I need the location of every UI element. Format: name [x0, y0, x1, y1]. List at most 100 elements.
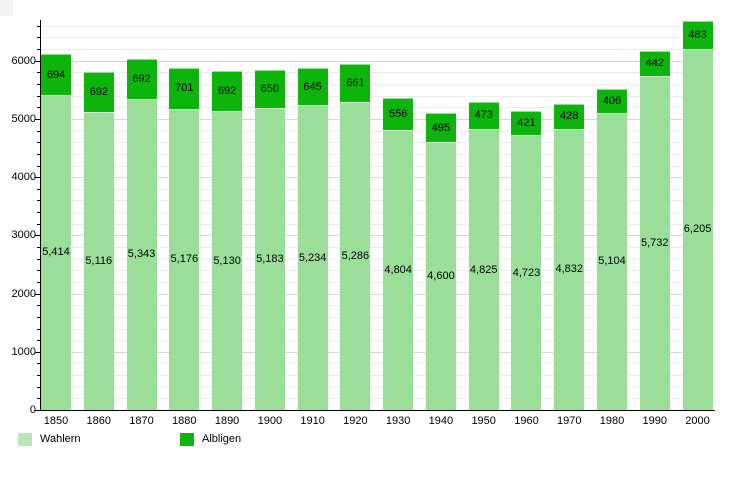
x-axis-label: 1920: [343, 415, 368, 427]
y-axis-tick-label: 2000: [11, 287, 36, 300]
bar-segment-albligen: [126, 58, 157, 99]
bar-segment-wahlern: [383, 130, 414, 410]
y-axis-minor-tick: [37, 247, 40, 248]
x-axis-label: 1950: [471, 415, 496, 427]
bar-value-label-albligen: 692: [217, 85, 237, 98]
y-axis-minor-tick: [37, 328, 40, 330]
corner-artifact: [0, 0, 13, 16]
chart-legend: Wahlern Albligen: [0, 430, 750, 450]
y-axis-minor-tick: [37, 37, 40, 39]
bar-value-label-albligen: 661: [346, 77, 365, 90]
y-grid-major: [41, 351, 713, 353]
y-grid-minor: [41, 328, 713, 330]
y-axis-minor-tick: [37, 165, 40, 167]
x-axis-label: 1900: [257, 415, 283, 427]
y-axis-tick-label: 5000: [11, 112, 36, 125]
y-grid-minor: [41, 281, 713, 283]
legend-swatch-albligen: [180, 433, 194, 446]
bar-segment-albligen: [383, 98, 414, 131]
y-grid-major: [41, 118, 713, 120]
y-axis-major-tick: [35, 177, 40, 179]
x-axis-label: 1940: [428, 415, 454, 427]
bar-value-label-wahlern: 5,414: [42, 246, 70, 259]
y-axis-major-tick: [35, 60, 40, 62]
bar-value-label-wahlern: 4,825: [469, 263, 498, 276]
bar-segment-albligen: [425, 113, 456, 143]
y-grid-minor: [41, 363, 713, 365]
bar-segment-albligen: [254, 70, 285, 109]
bar-value-label-wahlern: 4,723: [512, 266, 541, 279]
y-axis-minor-tick: [37, 212, 40, 214]
bar-value-label-albligen: 406: [602, 95, 622, 108]
y-axis-minor-tick: [37, 95, 40, 97]
y-grid-minor: [41, 72, 713, 74]
bar-segment-wahlern: [340, 102, 371, 410]
y-axis-tick-label: 6000: [11, 54, 36, 67]
y-grid-minor: [41, 49, 713, 51]
y-axis-minor-tick: [37, 72, 40, 74]
bar-value-label-albligen: 645: [303, 80, 322, 93]
bar-segment-albligen: [597, 89, 627, 113]
x-axis-label: 1980: [599, 415, 625, 427]
y-grid-minor: [41, 153, 713, 155]
bar-segment-albligen: [554, 103, 585, 129]
bar-segment-wahlern: [41, 94, 71, 410]
bar-segment-wahlern: [212, 111, 243, 410]
y-grid-minor: [41, 375, 713, 377]
y-axis-minor-tick: [37, 258, 40, 260]
bar-segment-wahlern: [254, 108, 285, 410]
y-axis-minor-tick: [37, 340, 40, 342]
y-axis-minor-tick: [37, 386, 40, 388]
y-axis-minor-tick: [37, 281, 40, 283]
bar-value-label-wahlern: 5,104: [598, 255, 626, 268]
y-axis-major-tick: [35, 118, 40, 120]
bar-value-label-wahlern: 5,286: [341, 250, 370, 263]
bar-segment-albligen: [511, 110, 542, 136]
y-axis-minor-tick: [37, 223, 40, 225]
bar-value-label-wahlern: 4,832: [555, 263, 583, 276]
y-axis-minor-tick: [37, 398, 40, 400]
bar-value-label-albligen: 701: [175, 82, 194, 95]
y-grid-minor: [41, 130, 713, 132]
y-grid-minor: [41, 247, 713, 248]
y-grid-minor: [41, 107, 713, 109]
bar-segment-albligen: [468, 101, 499, 130]
y-grid-major: [41, 235, 713, 237]
x-axis-label: 1880: [172, 415, 197, 427]
bar-value-label-albligen: 428: [560, 110, 579, 123]
bar-value-label-albligen: 483: [688, 28, 707, 41]
bar-segment-wahlern: [425, 142, 456, 410]
bar-value-label-wahlern: 5,234: [298, 251, 327, 264]
bar-segment-wahlern: [83, 112, 114, 410]
y-grid-minor: [41, 142, 713, 144]
y-axis-minor-tick: [37, 375, 40, 377]
bar-value-label-wahlern: 5,116: [85, 255, 113, 268]
bar-segment-wahlern: [297, 105, 328, 410]
x-axis-label: 1860: [86, 415, 111, 427]
bar-segment-wahlern: [126, 98, 157, 410]
x-axis-label: 1970: [556, 415, 582, 427]
bar-segment-wahlern: [511, 135, 542, 410]
y-axis-minor-tick: [37, 363, 40, 365]
bar-segment-albligen: [682, 20, 713, 49]
y-grid-minor: [41, 37, 713, 39]
x-axis-label: 1910: [300, 415, 325, 427]
y-axis-minor-tick: [37, 107, 40, 109]
x-axis-label: 1960: [514, 415, 539, 427]
bar-value-label-albligen: 421: [517, 116, 536, 129]
y-grid-minor: [41, 258, 713, 260]
y-axis-tick-label: 4000: [11, 171, 36, 184]
bar-value-label-albligen: 495: [431, 121, 451, 134]
y-axis-minor-tick: [37, 142, 40, 144]
y-grid-minor: [41, 84, 713, 86]
bar-value-label-wahlern: 5,732: [641, 237, 669, 250]
y-axis-major-tick: [35, 351, 40, 353]
bar-value-label-albligen: 650: [260, 83, 280, 96]
y-axis-tick-label: 0: [29, 404, 36, 416]
y-grid-minor: [41, 340, 713, 342]
y-grid-major: [41, 177, 713, 179]
bar-value-label-wahlern: 6,205: [683, 223, 712, 236]
bar-value-label-wahlern: 5,183: [256, 253, 284, 266]
bar-value-label-albligen: 694: [46, 68, 66, 81]
